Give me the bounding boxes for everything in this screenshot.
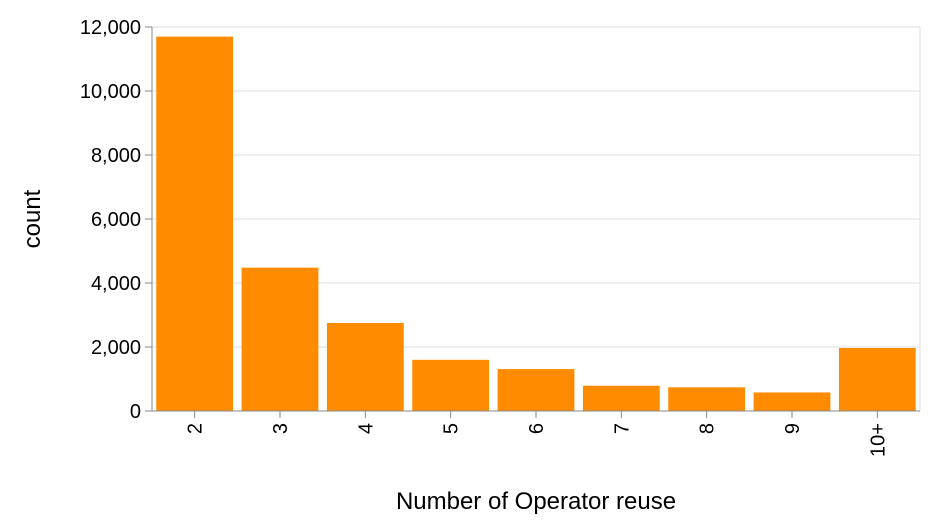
y-tick-label: 6,000 <box>91 209 141 231</box>
y-tick-label: 12,000 <box>80 17 141 39</box>
x-tick-label: 3 <box>270 423 292 434</box>
x-tick-label: 2 <box>185 423 207 434</box>
x-tick-label: 10+ <box>867 423 889 457</box>
y-tick-label: 0 <box>130 401 141 423</box>
y-tick-label: 8,000 <box>91 145 141 167</box>
bar-2 <box>156 36 234 411</box>
bar-10+ <box>838 347 916 411</box>
bar-5 <box>412 359 490 411</box>
y-tick-label: 10,000 <box>80 81 141 103</box>
bar-6 <box>497 369 575 411</box>
bar-7 <box>582 385 660 411</box>
x-tick-label: 9 <box>782 423 804 434</box>
axes: 0 2,000 4,000 6,000 8,000 10,000 12,000 2 3 4 5 6 7 8… <box>80 17 920 457</box>
x-axis-title: Number of Operator reuse <box>396 488 676 515</box>
x-tick-label: 5 <box>441 423 463 434</box>
y-tick-label: 4,000 <box>91 273 141 295</box>
bar-8 <box>668 387 746 411</box>
y-tick-label: 2,000 <box>91 337 141 359</box>
x-tick-label: 7 <box>611 423 633 434</box>
bar-4 <box>326 323 404 411</box>
x-tick-label: 8 <box>697 423 719 434</box>
bar-3 <box>241 267 319 411</box>
y-axis-title: count <box>19 189 46 248</box>
bar-9 <box>753 392 831 411</box>
x-tick-label: 4 <box>355 423 377 434</box>
bars <box>156 36 916 411</box>
x-tick-label: 6 <box>526 423 548 434</box>
